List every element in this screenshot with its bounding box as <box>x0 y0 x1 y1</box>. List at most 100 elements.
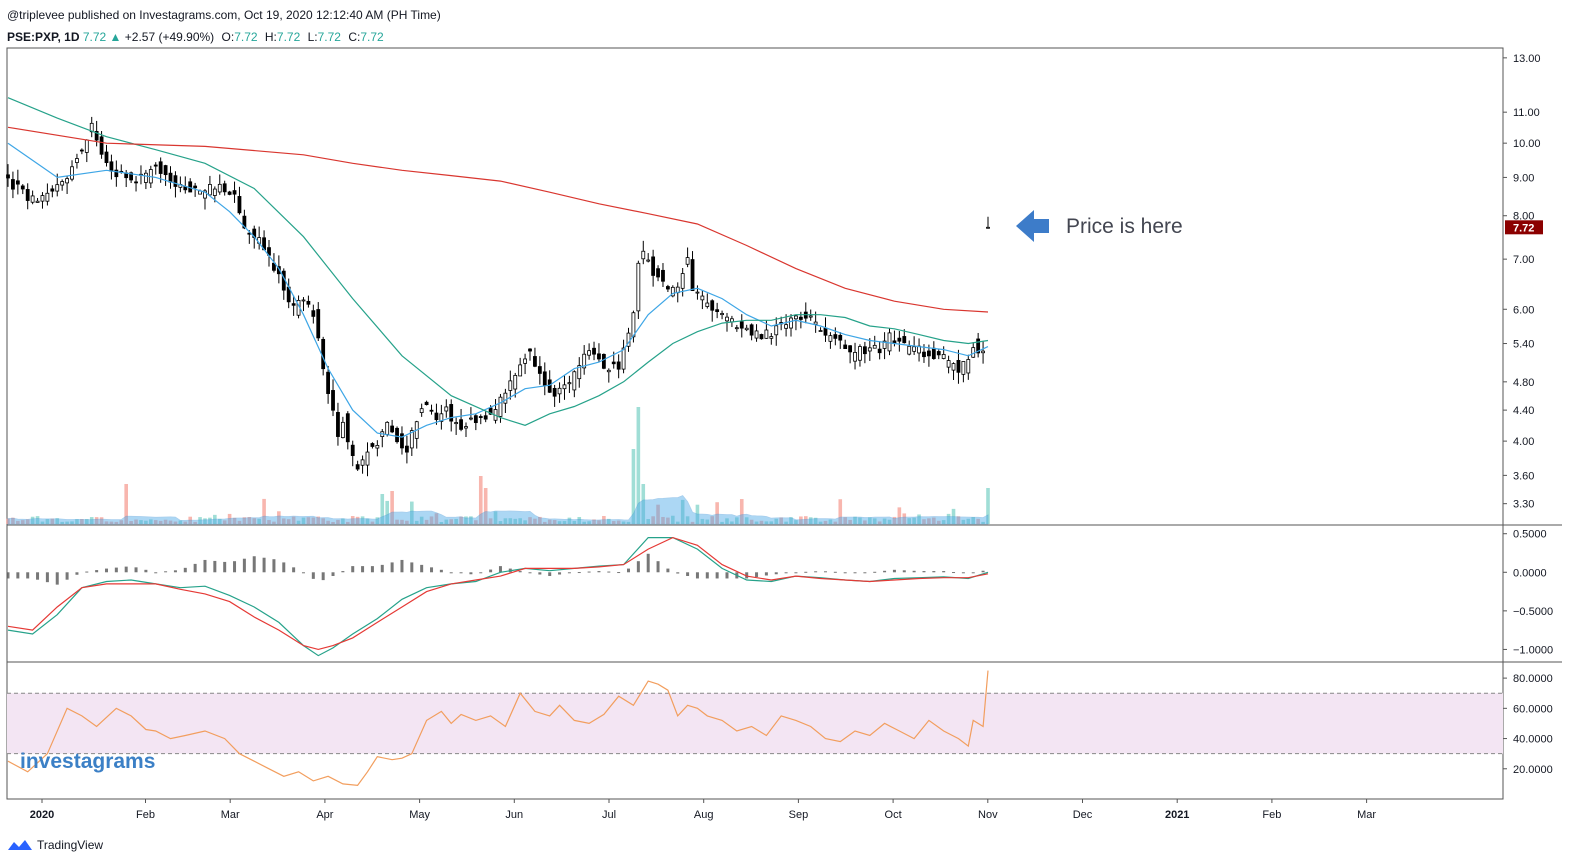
price-tick-label: 3.60 <box>1513 470 1534 482</box>
volume-bar <box>912 517 916 524</box>
candle <box>843 344 848 350</box>
candle <box>6 174 10 179</box>
candle <box>848 345 853 353</box>
candle <box>764 329 769 339</box>
volume-bar <box>390 491 394 524</box>
volume-bar <box>853 516 857 524</box>
macd-histogram-bar <box>341 571 345 573</box>
candle <box>976 338 981 354</box>
ohlc-legend: PSE:PXP, 1D 7.72 ▲ +2.57 (+49.90%) O:7.7… <box>7 30 384 44</box>
volume-bar <box>183 521 188 524</box>
macd-histogram-bar <box>883 570 887 573</box>
volume-bar <box>188 516 193 524</box>
volume-bar <box>661 516 665 524</box>
candle <box>700 295 705 301</box>
macd-histogram-bar <box>262 557 266 573</box>
candle <box>370 443 375 447</box>
macd-histogram-bar <box>627 568 631 573</box>
candle <box>789 317 793 329</box>
volume-bar <box>119 520 124 524</box>
price-tick-label: 3.30 <box>1513 499 1534 511</box>
volume-bar <box>281 518 286 524</box>
macd-histogram-bar <box>65 572 69 580</box>
candle <box>858 346 862 361</box>
macd-histogram-bar <box>95 570 99 573</box>
volume-bar <box>695 504 700 524</box>
candle <box>986 226 990 229</box>
volume-bar <box>542 521 547 524</box>
volume-bar <box>808 517 813 524</box>
last-price-tag <box>1505 220 1543 235</box>
candle <box>759 334 764 340</box>
volume-bar <box>656 504 660 524</box>
candle <box>79 149 84 152</box>
volume-bar <box>75 519 79 524</box>
volume-bar <box>277 511 281 524</box>
macd-histogram-bar <box>774 572 778 575</box>
candle <box>400 433 404 449</box>
volume-bar <box>94 517 99 524</box>
time-tick-label: Aug <box>694 809 714 821</box>
volume-bar <box>941 520 946 524</box>
price-tick-label: 13.00 <box>1513 53 1541 65</box>
volume-bar <box>375 517 380 524</box>
volume-bar <box>20 520 25 524</box>
macd-histogram-bar <box>597 571 601 573</box>
candle <box>350 444 355 456</box>
volume-bar <box>863 520 867 524</box>
macd-histogram-bar <box>439 569 443 573</box>
price-annotation: Price is here <box>1016 210 1183 242</box>
volume-bar <box>217 518 222 524</box>
volume-bar <box>562 521 567 524</box>
candle <box>390 425 395 433</box>
time-tick-label: Oct <box>885 809 902 821</box>
candle <box>808 315 813 318</box>
volume-bar <box>336 519 340 524</box>
candle <box>646 259 651 262</box>
volume-bar <box>454 518 458 524</box>
volume-bar <box>345 521 350 524</box>
candle <box>217 183 222 193</box>
volume-bar <box>858 517 862 524</box>
candle <box>572 371 577 391</box>
candle <box>833 334 838 339</box>
price-tick-label: 10.00 <box>1513 138 1541 150</box>
candle <box>35 200 40 203</box>
volume-bar <box>272 521 276 524</box>
macd-histogram-bar <box>892 569 896 573</box>
candle <box>454 422 459 425</box>
macd-histogram-bar <box>656 561 660 573</box>
macd-histogram-bar <box>489 569 493 573</box>
macd-histogram-bar <box>715 572 719 579</box>
volume-bar <box>410 501 414 524</box>
volume-bar <box>414 520 419 524</box>
volume-bar <box>877 521 882 524</box>
rsi-tick-label: 20.0000 <box>1513 764 1553 776</box>
open-value: 7.72 <box>234 30 258 44</box>
volume-bar <box>380 494 385 524</box>
time-tick-label: 2020 <box>30 809 54 821</box>
candle <box>641 250 646 260</box>
volume-bar <box>444 519 449 524</box>
macd-histogram-bar <box>528 572 532 574</box>
moving-average-short <box>7 142 989 438</box>
volume-bar <box>784 521 788 524</box>
macd-histogram-bar <box>676 572 680 574</box>
volume-bar <box>636 407 641 524</box>
volume-bar <box>523 520 527 524</box>
candle <box>720 313 724 316</box>
volume-bar <box>316 516 321 524</box>
macd-histogram-bar <box>902 570 906 573</box>
volume-bar <box>897 507 902 524</box>
candle <box>375 445 380 449</box>
volume-bar <box>956 516 961 524</box>
candle <box>907 345 912 355</box>
volume-bar <box>16 520 20 524</box>
volume-bar <box>296 520 301 524</box>
volume-bar <box>739 499 744 524</box>
candle <box>537 366 542 374</box>
volume-bar <box>311 517 316 524</box>
macd-histogram-bar <box>144 569 148 573</box>
macd-histogram-bar <box>764 572 768 576</box>
